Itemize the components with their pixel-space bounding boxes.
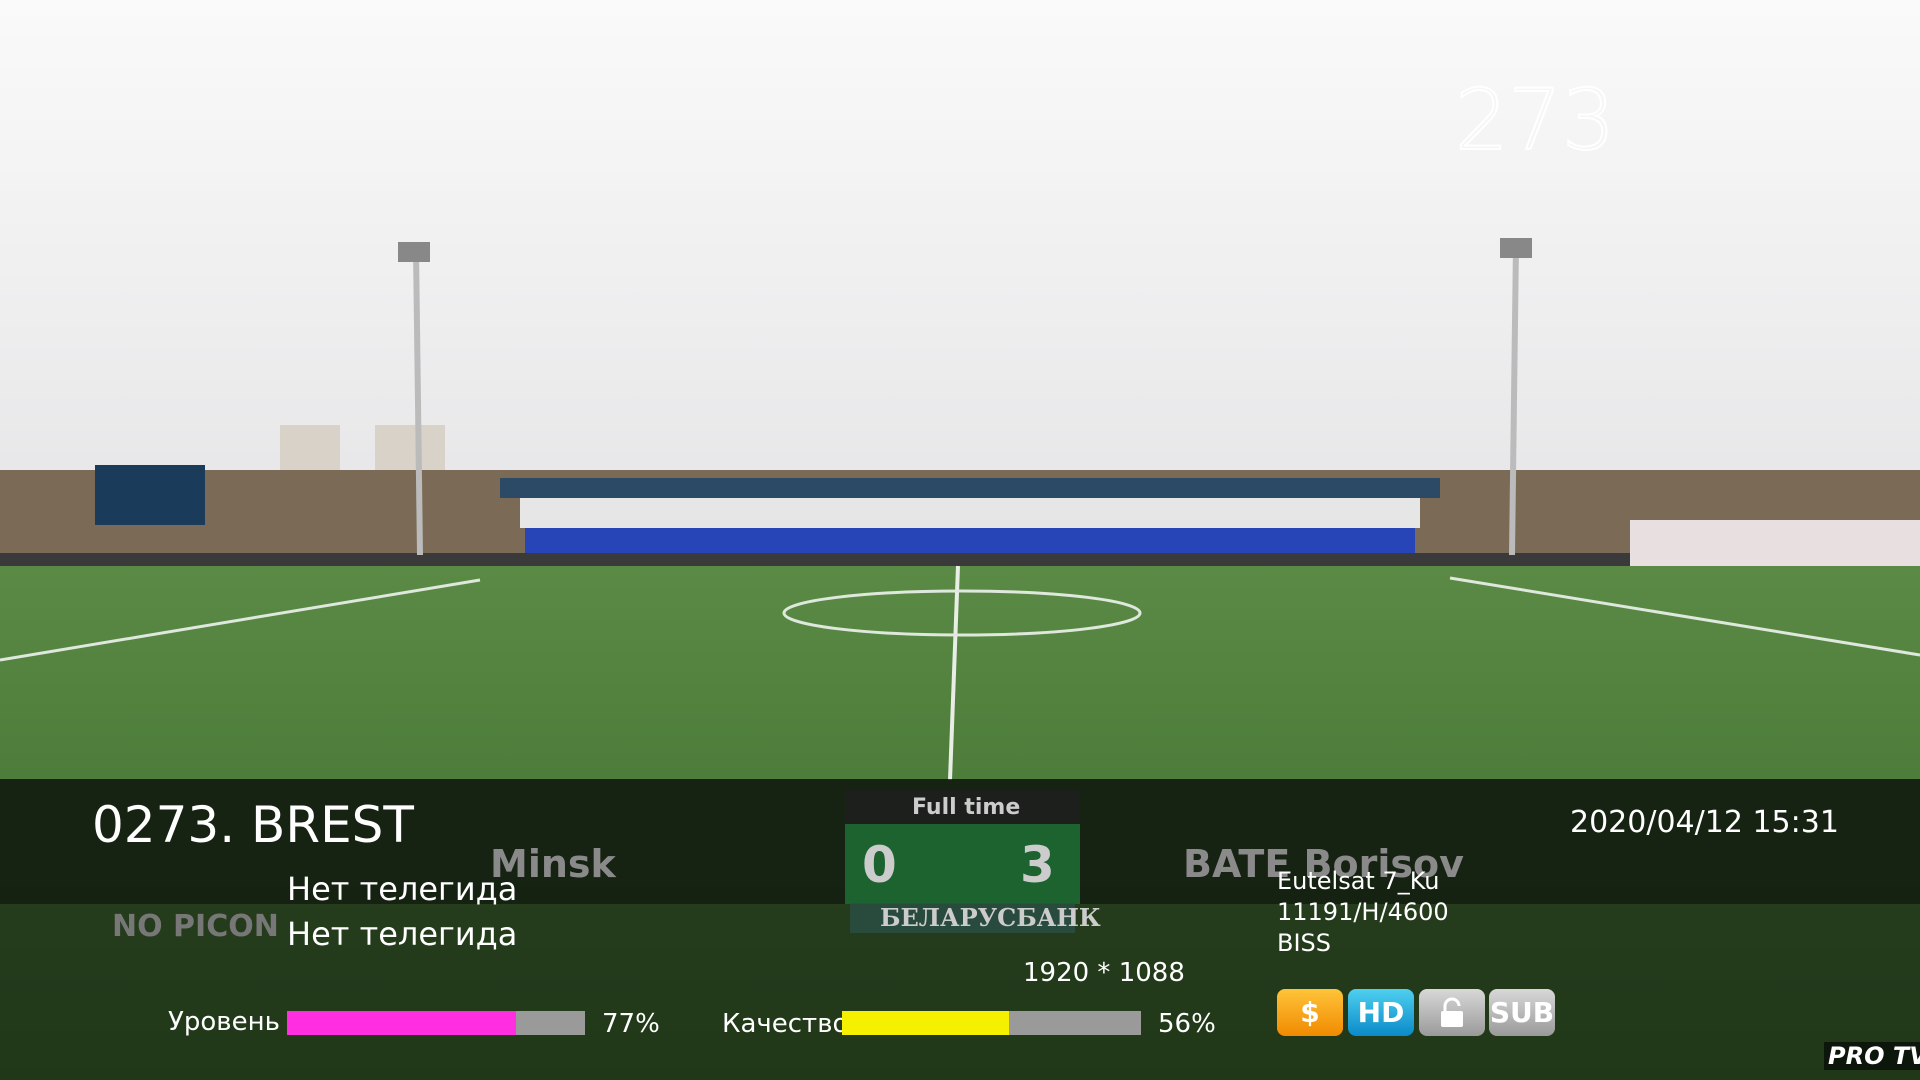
channel-name: 0273. BREST <box>92 796 414 854</box>
watermark: PRO TV <box>1824 1042 1920 1070</box>
channel-number-osd: 273 <box>1454 71 1616 169</box>
no-picon: NO PICON <box>112 909 279 944</box>
crypt-system: BISS <box>1277 929 1332 957</box>
paid-icon: $ <box>1277 989 1343 1036</box>
building <box>280 425 340 470</box>
building <box>375 425 445 470</box>
epg-next: Нет телегида <box>287 915 518 953</box>
floodlight <box>413 249 423 556</box>
halfway-line <box>948 565 960 781</box>
sponsor: БЕЛАРУСБАНК <box>880 903 1101 932</box>
away-team: BATE Borisov <box>1183 842 1464 886</box>
infobar-bottom <box>0 904 1920 1080</box>
pitch-line <box>1449 576 1920 657</box>
hd-icon: HD <box>1348 989 1414 1036</box>
stand-back <box>520 498 1420 528</box>
datetime: 2020/04/12 15:31 <box>1570 805 1839 840</box>
floodlight <box>1509 244 1519 556</box>
quality-bar <box>842 1011 1010 1035</box>
resolution: 1920 * 1088 <box>1023 958 1185 988</box>
lock-icon <box>1419 989 1485 1036</box>
transponder: 11191/H/4600 <box>1277 898 1449 926</box>
center-circle <box>782 589 1142 637</box>
home-score: 0 <box>862 836 897 894</box>
epg-now: Нет телегида <box>287 870 518 908</box>
sub-icon: SUB <box>1489 989 1555 1036</box>
floodlight-head <box>398 242 430 262</box>
stand-seats <box>525 528 1415 554</box>
pitch-line <box>0 578 481 662</box>
quality-value: 56% <box>1158 1009 1216 1039</box>
level-track <box>287 1011 585 1035</box>
satellite: Eutelsat 7_Ku <box>1277 867 1440 895</box>
stand-roof <box>500 478 1440 498</box>
banner <box>1630 520 1920 570</box>
level-value: 77% <box>602 1009 660 1039</box>
floodlight-head <box>1500 238 1532 258</box>
quality-label: Качество <box>722 1009 849 1039</box>
level-bar <box>287 1011 517 1035</box>
quality-track <box>842 1011 1141 1035</box>
score-status-box <box>845 790 1080 824</box>
sponsor-box <box>850 903 1075 933</box>
ad-boards <box>0 553 1920 567</box>
lock-glyph <box>1441 997 1463 1027</box>
match-status: Full time <box>912 795 1021 820</box>
screen-board <box>95 465 205 525</box>
away-score: 3 <box>1020 836 1055 894</box>
home-team: Minsk <box>490 842 616 886</box>
level-label: Уровень <box>168 1007 280 1037</box>
score-box <box>845 824 1080 904</box>
